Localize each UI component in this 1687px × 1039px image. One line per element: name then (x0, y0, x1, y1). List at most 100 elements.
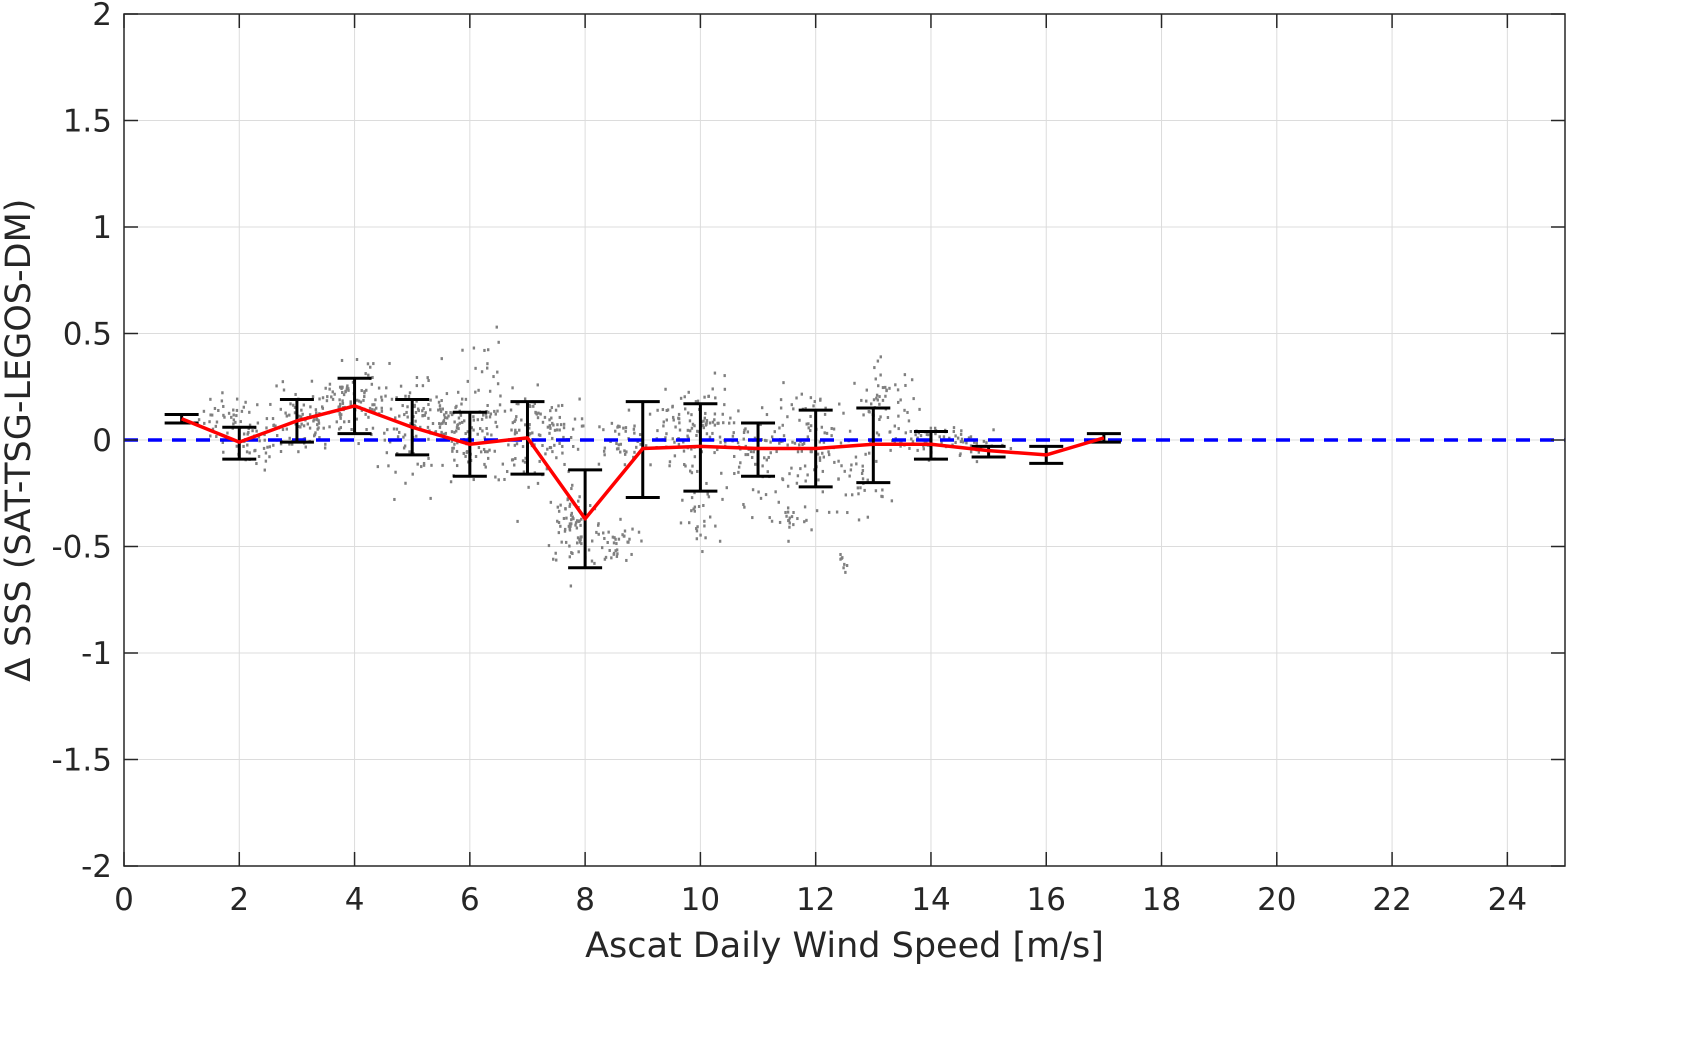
scatter-point-867 (704, 536, 707, 540)
scatter-point-1217 (911, 440, 915, 444)
scatter-point-37 (234, 420, 237, 424)
scatter-point-987 (792, 510, 795, 514)
scatter-point-992 (809, 424, 813, 428)
scatter-point-258 (364, 372, 367, 376)
scatter-point-423 (472, 478, 475, 482)
x-tick-label-10: 20 (1257, 882, 1296, 918)
scatter-point-341 (442, 419, 446, 423)
scatter-point-916 (720, 471, 723, 475)
scatter-point-489 (524, 423, 527, 427)
scatter-point-1160 (967, 436, 971, 440)
scatter-point-571 (578, 397, 581, 401)
scatter-point-155 (339, 426, 343, 430)
scatter-point-782 (689, 469, 692, 473)
scatter-point-440 (484, 465, 487, 469)
scatter-point-1119 (879, 373, 882, 377)
scatter-point-236 (364, 412, 367, 416)
scatter-point-1140 (894, 383, 897, 387)
scatter-point-352 (447, 414, 450, 418)
scatter-point-29 (232, 408, 235, 412)
scatter-point-244 (345, 387, 349, 391)
scatter-point-305 (419, 425, 422, 429)
scatter-point-705 (614, 549, 617, 553)
scatter-point-133 (301, 412, 304, 416)
scatter-point-15 (242, 405, 246, 409)
scatter-point-988 (790, 515, 794, 519)
scatter-point-196 (388, 440, 392, 444)
scatter-point-390 (467, 460, 470, 464)
scatter-point-641 (603, 536, 606, 540)
scatter-point-1175 (919, 434, 923, 438)
scatter-point-833 (703, 395, 706, 399)
scatter-point-590 (558, 415, 561, 419)
scatter-point-870 (708, 515, 712, 519)
scatter-point-492 (521, 445, 525, 449)
scatter-point-939 (733, 454, 736, 458)
x-tick-label-6: 12 (796, 882, 835, 918)
scatter-point-1036 (809, 429, 812, 433)
scatter-point-1006 (800, 392, 804, 396)
scatter-point-350 (443, 413, 446, 417)
scatter-point-807 (665, 418, 668, 422)
scatter-point-545 (546, 425, 550, 429)
scatter-point-251 (357, 399, 361, 403)
scatter-point-58 (247, 430, 250, 434)
scatter-point-1072 (859, 486, 862, 490)
scatter-point-528 (486, 432, 489, 436)
scatter-point-339 (383, 438, 387, 442)
scatter-point-207 (315, 417, 319, 421)
scatter-point-737 (623, 452, 627, 456)
scatter-point-182 (338, 427, 341, 431)
scatter-point-481 (483, 348, 486, 352)
scatter-point-800 (693, 424, 696, 428)
scatter-point-91 (293, 405, 297, 409)
scatter-point-1064 (839, 557, 842, 561)
scatter-point-582 (556, 423, 559, 427)
scatter-point-972 (792, 523, 795, 527)
scatter-point-1058 (837, 477, 840, 481)
scatter-point-521 (533, 401, 537, 405)
scatter-point-484 (497, 340, 500, 344)
scatter-point-704 (593, 561, 596, 565)
scatter-point-731 (622, 426, 625, 430)
scatter-point-759 (705, 432, 709, 436)
scatter-point-63 (266, 445, 269, 449)
scatter-point-951 (721, 497, 724, 501)
scatter-point-805 (705, 419, 709, 423)
scatter-point-99 (302, 403, 306, 407)
scatter-point-1137 (918, 407, 921, 411)
scatter-point-757 (671, 437, 675, 441)
scatter-point-179 (349, 403, 352, 407)
scatter-point-1154 (879, 415, 882, 419)
scatter-point-711 (612, 552, 615, 556)
scatter-point-859 (690, 413, 693, 417)
scatter-point-186 (371, 426, 375, 430)
scatter-point-364 (444, 421, 447, 425)
scatter-point-552 (513, 443, 517, 447)
scatter-point-420 (483, 462, 486, 466)
scatter-point-544 (541, 420, 545, 424)
scatter-point-172 (331, 397, 335, 401)
scatter-point-509 (551, 421, 554, 425)
scatter-point-694 (615, 554, 619, 558)
scatter-point-1226 (977, 450, 981, 454)
scatter-point-1163 (985, 441, 988, 445)
scatter-point-585 (551, 436, 554, 440)
scatter-point-494 (514, 430, 517, 434)
scatter-point-889 (707, 495, 711, 499)
scatter-point-925 (765, 439, 768, 443)
scatter-point-1144 (864, 452, 867, 456)
scatter-point-940 (753, 436, 757, 440)
scatter-point-1104 (876, 359, 880, 363)
scatter-point-1069 (827, 510, 831, 514)
scatter-point-490 (536, 383, 539, 387)
y-tick-labels: -2 -1.5 -1 -0.5 0 0.5 1 1.5 2 (52, 0, 113, 885)
scatter-point-973 (784, 510, 787, 514)
scatter-point-884 (695, 537, 699, 541)
scatter-point-1141 (906, 410, 909, 414)
scatter-point-896 (736, 441, 740, 445)
scatter-point-157 (347, 388, 350, 392)
scatter-point-966 (793, 441, 797, 445)
scatter-point-465 (461, 348, 464, 352)
scatter-point-123 (271, 417, 275, 421)
